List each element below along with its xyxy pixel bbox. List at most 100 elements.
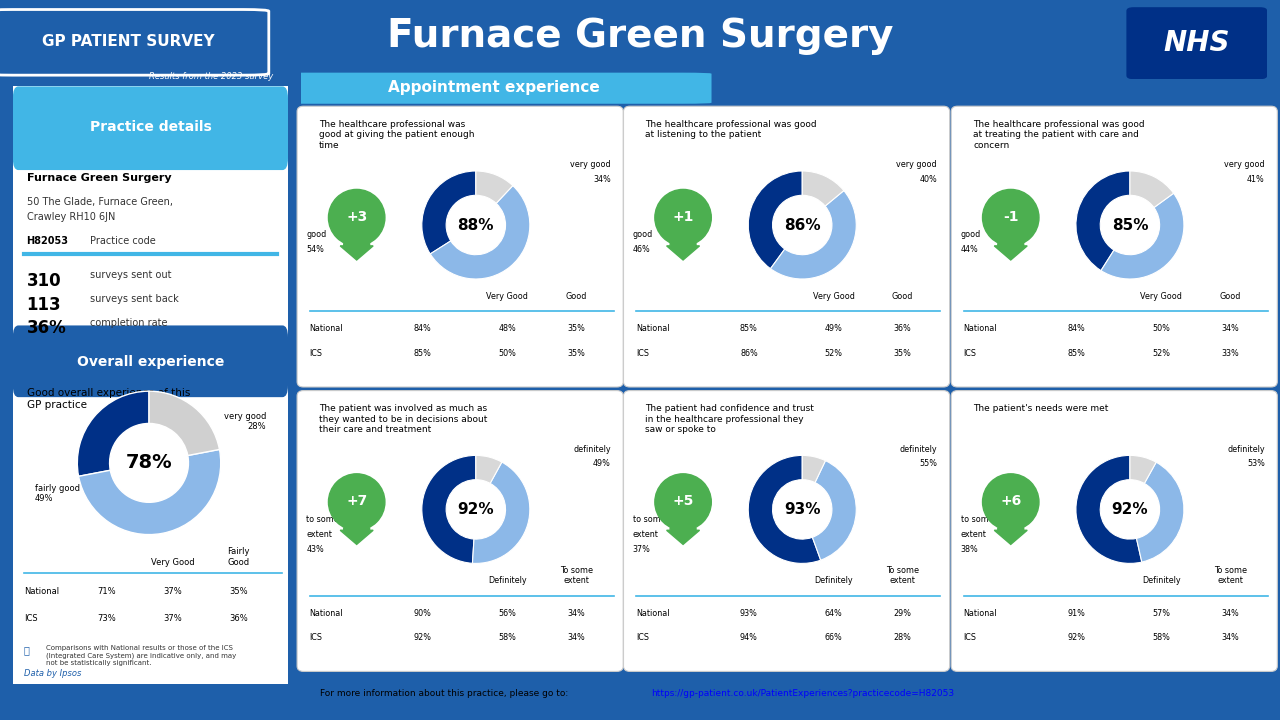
Text: 54%: 54%	[306, 246, 324, 254]
Text: ICS: ICS	[24, 613, 37, 623]
Text: 57%: 57%	[1152, 609, 1170, 618]
Text: 38%: 38%	[960, 544, 978, 554]
Text: 310: 310	[27, 271, 61, 289]
Text: 86%: 86%	[740, 348, 758, 358]
Text: 56%: 56%	[498, 609, 516, 618]
Text: Very Good: Very Good	[1140, 292, 1183, 301]
Text: fairly good
49%: fairly good 49%	[35, 484, 79, 503]
Text: 37%: 37%	[163, 613, 182, 623]
Text: 34%: 34%	[567, 609, 585, 618]
Text: surveys sent out: surveys sent out	[90, 270, 172, 280]
Text: to some: to some	[632, 515, 666, 524]
Text: extent: extent	[632, 530, 659, 539]
Text: 34%: 34%	[1221, 609, 1239, 618]
FancyBboxPatch shape	[8, 74, 293, 696]
Text: 113: 113	[27, 295, 61, 313]
Text: 92%: 92%	[413, 633, 431, 642]
FancyBboxPatch shape	[297, 107, 623, 387]
Text: 90%: 90%	[413, 609, 431, 618]
Text: 53%: 53%	[1247, 459, 1265, 469]
Text: 64%: 64%	[824, 609, 842, 618]
Text: https://gp-patient.co.uk/PatientExperiences?practicecode=H82053: https://gp-patient.co.uk/PatientExperien…	[650, 688, 954, 698]
FancyBboxPatch shape	[1126, 7, 1267, 79]
Text: 73%: 73%	[97, 613, 115, 623]
Text: 49%: 49%	[824, 325, 842, 333]
Text: Definitely: Definitely	[814, 576, 852, 585]
Text: 33%: 33%	[1221, 348, 1239, 358]
Text: 94%: 94%	[740, 633, 758, 642]
Text: ICS: ICS	[310, 348, 323, 358]
Text: 50%: 50%	[1152, 325, 1170, 333]
Text: 85%: 85%	[740, 325, 758, 333]
Text: 35%: 35%	[567, 348, 585, 358]
Text: 36%: 36%	[893, 325, 911, 333]
Text: 85%: 85%	[1068, 348, 1085, 358]
Text: For more information about this practice, please go to:: For more information about this practice…	[320, 688, 575, 698]
Text: 55%: 55%	[919, 459, 937, 469]
FancyBboxPatch shape	[951, 390, 1277, 671]
Text: Very Good: Very Good	[486, 292, 529, 301]
Text: To some
extent: To some extent	[1213, 566, 1247, 585]
Text: ICS: ICS	[964, 633, 977, 642]
Text: ⓘ: ⓘ	[24, 645, 29, 655]
Text: 37%: 37%	[632, 544, 650, 554]
Text: National: National	[310, 325, 343, 333]
Text: Good: Good	[892, 292, 913, 301]
Text: surveys sent back: surveys sent back	[90, 294, 179, 304]
Text: 50 The Glade, Furnace Green,: 50 The Glade, Furnace Green,	[27, 197, 173, 207]
Text: 85%: 85%	[413, 348, 431, 358]
Text: to some: to some	[960, 515, 993, 524]
Text: To some
extent: To some extent	[559, 566, 593, 585]
Text: good: good	[306, 230, 326, 239]
Text: 44%: 44%	[960, 246, 978, 254]
Text: completion rate: completion rate	[90, 318, 168, 328]
Text: Good overall experience of this
GP practice: Good overall experience of this GP pract…	[27, 388, 189, 410]
Text: 71%: 71%	[97, 587, 115, 596]
Text: 35%: 35%	[893, 348, 911, 358]
Text: 28%: 28%	[893, 633, 911, 642]
Text: Overall experience: Overall experience	[77, 356, 224, 369]
Text: Furnace Green Surgery: Furnace Green Surgery	[387, 17, 893, 55]
FancyBboxPatch shape	[0, 9, 269, 75]
Text: extent: extent	[960, 530, 987, 539]
Text: GP PATIENT SURVEY: GP PATIENT SURVEY	[42, 34, 214, 49]
FancyBboxPatch shape	[276, 73, 712, 104]
FancyBboxPatch shape	[13, 86, 288, 170]
Text: National: National	[964, 609, 997, 618]
Text: 40%: 40%	[919, 175, 937, 184]
Text: National: National	[24, 587, 59, 596]
Text: to some: to some	[306, 515, 339, 524]
Text: Furnace Green Surgery: Furnace Green Surgery	[27, 173, 172, 183]
Text: The patient's needs were met: The patient's needs were met	[973, 404, 1108, 413]
Text: Data by Ipsos: Data by Ipsos	[24, 669, 81, 678]
Text: Definitely: Definitely	[488, 576, 526, 585]
Text: 58%: 58%	[498, 633, 516, 642]
Text: Good: Good	[1220, 292, 1240, 301]
Text: 50%: 50%	[498, 348, 516, 358]
Text: 91%: 91%	[1068, 609, 1085, 618]
Text: 37%: 37%	[163, 587, 182, 596]
Text: Very Good: Very Good	[151, 558, 195, 567]
FancyBboxPatch shape	[623, 107, 950, 387]
Text: 36%: 36%	[229, 613, 248, 623]
Text: The healthcare professional was
good at giving the patient enough
time: The healthcare professional was good at …	[319, 120, 475, 150]
Text: Appointment experience: Appointment experience	[388, 80, 600, 95]
Text: 66%: 66%	[824, 633, 842, 642]
Text: 35%: 35%	[229, 587, 248, 596]
Text: 35%: 35%	[567, 325, 585, 333]
Text: The healthcare professional was good
at treating the patient with care and
conce: The healthcare professional was good at …	[973, 120, 1144, 150]
Text: 29%: 29%	[893, 609, 911, 618]
Text: 58%: 58%	[1152, 633, 1170, 642]
Text: 46%: 46%	[632, 246, 650, 254]
Text: National: National	[964, 325, 997, 333]
Text: 52%: 52%	[824, 348, 842, 358]
Text: The patient had confidence and trust
in the healthcare professional they
saw or : The patient had confidence and trust in …	[645, 404, 814, 434]
Text: 34%: 34%	[1221, 633, 1239, 642]
Text: ICS: ICS	[964, 348, 977, 358]
Text: Practice details: Practice details	[90, 120, 211, 134]
Text: 34%: 34%	[1221, 325, 1239, 333]
Text: The healthcare professional was good
at listening to the patient: The healthcare professional was good at …	[645, 120, 817, 139]
Text: 34%: 34%	[567, 633, 585, 642]
Text: 36%: 36%	[27, 320, 67, 338]
Text: The patient was involved as much as
they wanted to be in decisions about
their c: The patient was involved as much as they…	[319, 404, 488, 434]
